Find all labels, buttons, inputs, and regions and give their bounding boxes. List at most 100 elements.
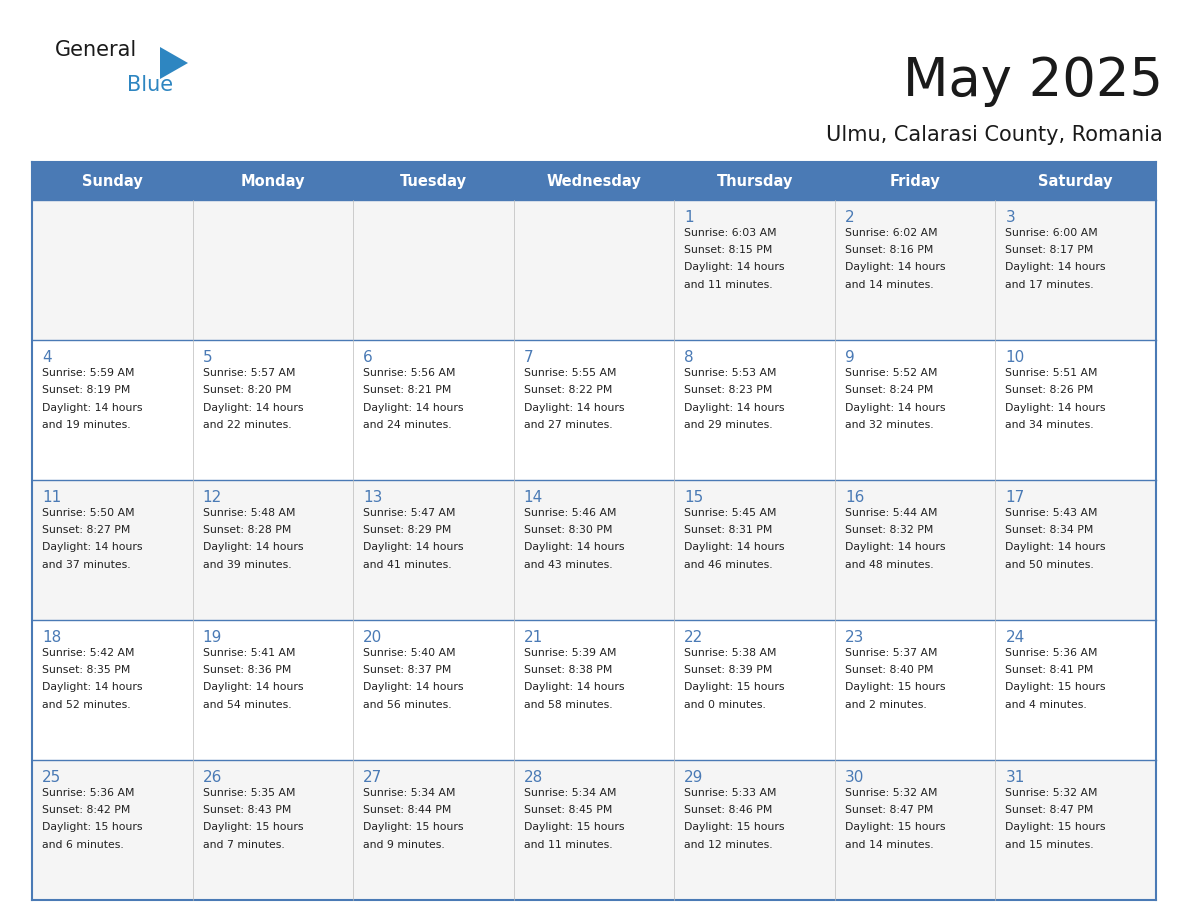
Text: Sunrise: 5:52 AM: Sunrise: 5:52 AM [845,367,937,377]
Text: and 39 minutes.: and 39 minutes. [203,560,291,570]
Text: 18: 18 [42,630,62,645]
Text: Thursday: Thursday [716,174,792,188]
Text: Sunset: 8:30 PM: Sunset: 8:30 PM [524,525,612,535]
Text: and 9 minutes.: and 9 minutes. [364,840,444,850]
Text: 17: 17 [1005,490,1025,505]
Text: 8: 8 [684,350,694,365]
Text: Daylight: 14 hours: Daylight: 14 hours [684,402,785,412]
Text: Sunrise: 5:53 AM: Sunrise: 5:53 AM [684,367,777,377]
Text: and 7 minutes.: and 7 minutes. [203,840,284,850]
Text: Sunrise: 5:46 AM: Sunrise: 5:46 AM [524,508,617,518]
Text: 3: 3 [1005,210,1016,225]
Text: Daylight: 14 hours: Daylight: 14 hours [524,682,624,692]
Text: and 4 minutes.: and 4 minutes. [1005,700,1087,710]
Text: Ulmu, Calarasi County, Romania: Ulmu, Calarasi County, Romania [826,125,1163,145]
Text: and 11 minutes.: and 11 minutes. [684,280,773,290]
Text: 9: 9 [845,350,854,365]
Text: Sunrise: 5:57 AM: Sunrise: 5:57 AM [203,367,295,377]
Text: Daylight: 14 hours: Daylight: 14 hours [203,543,303,553]
Text: Friday: Friday [890,174,941,188]
Text: Sunrise: 5:34 AM: Sunrise: 5:34 AM [524,788,617,798]
Text: and 50 minutes.: and 50 minutes. [1005,560,1094,570]
Text: General: General [55,40,138,60]
Text: Daylight: 14 hours: Daylight: 14 hours [684,263,785,273]
Text: Daylight: 15 hours: Daylight: 15 hours [684,682,785,692]
Text: and 11 minutes.: and 11 minutes. [524,840,612,850]
Text: Sunset: 8:17 PM: Sunset: 8:17 PM [1005,245,1094,255]
Text: and 12 minutes.: and 12 minutes. [684,840,773,850]
Bar [32,760,1156,900]
Bar [32,620,1156,760]
Text: Daylight: 14 hours: Daylight: 14 hours [845,543,946,553]
Text: and 41 minutes.: and 41 minutes. [364,560,451,570]
Text: Sunset: 8:20 PM: Sunset: 8:20 PM [203,385,291,395]
Text: Sunset: 8:28 PM: Sunset: 8:28 PM [203,525,291,535]
Text: Sunrise: 5:51 AM: Sunrise: 5:51 AM [1005,367,1098,377]
Text: Sunset: 8:34 PM: Sunset: 8:34 PM [1005,525,1094,535]
Text: 13: 13 [364,490,383,505]
Text: Sunrise: 5:40 AM: Sunrise: 5:40 AM [364,647,456,657]
Text: Daylight: 14 hours: Daylight: 14 hours [1005,543,1106,553]
Text: Sunset: 8:29 PM: Sunset: 8:29 PM [364,525,451,535]
Text: 7: 7 [524,350,533,365]
Text: Sunset: 8:46 PM: Sunset: 8:46 PM [684,805,772,815]
Text: Sunrise: 5:56 AM: Sunrise: 5:56 AM [364,367,456,377]
Text: and 27 minutes.: and 27 minutes. [524,420,612,430]
Text: and 37 minutes.: and 37 minutes. [42,560,131,570]
Text: Daylight: 15 hours: Daylight: 15 hours [1005,682,1106,692]
Text: 19: 19 [203,630,222,645]
Text: Daylight: 15 hours: Daylight: 15 hours [1005,823,1106,833]
Text: Sunset: 8:23 PM: Sunset: 8:23 PM [684,385,772,395]
Text: and 34 minutes.: and 34 minutes. [1005,420,1094,430]
Text: 29: 29 [684,770,703,785]
Text: Daylight: 14 hours: Daylight: 14 hours [364,682,463,692]
Text: Sunrise: 5:37 AM: Sunrise: 5:37 AM [845,647,937,657]
Text: Daylight: 14 hours: Daylight: 14 hours [684,543,785,553]
Text: Sunrise: 6:03 AM: Sunrise: 6:03 AM [684,228,777,238]
Text: Sunset: 8:24 PM: Sunset: 8:24 PM [845,385,934,395]
Text: and 24 minutes.: and 24 minutes. [364,420,451,430]
Text: and 54 minutes.: and 54 minutes. [203,700,291,710]
Text: Sunrise: 5:45 AM: Sunrise: 5:45 AM [684,508,777,518]
Text: Daylight: 15 hours: Daylight: 15 hours [684,823,785,833]
Text: Daylight: 15 hours: Daylight: 15 hours [845,823,946,833]
Text: Sunrise: 5:59 AM: Sunrise: 5:59 AM [42,367,134,377]
Text: Daylight: 14 hours: Daylight: 14 hours [1005,402,1106,412]
Text: 5: 5 [203,350,213,365]
Text: Sunset: 8:32 PM: Sunset: 8:32 PM [845,525,934,535]
Text: Saturday: Saturday [1038,174,1113,188]
Text: and 22 minutes.: and 22 minutes. [203,420,291,430]
Text: 14: 14 [524,490,543,505]
Text: and 15 minutes.: and 15 minutes. [1005,840,1094,850]
Text: Sunset: 8:26 PM: Sunset: 8:26 PM [1005,385,1094,395]
Polygon shape [160,47,188,79]
Text: 31: 31 [1005,770,1025,785]
Text: Sunset: 8:15 PM: Sunset: 8:15 PM [684,245,772,255]
Text: and 32 minutes.: and 32 minutes. [845,420,934,430]
Text: Sunset: 8:40 PM: Sunset: 8:40 PM [845,665,934,675]
Text: Sunset: 8:47 PM: Sunset: 8:47 PM [1005,805,1094,815]
Text: and 48 minutes.: and 48 minutes. [845,560,934,570]
Text: Sunset: 8:47 PM: Sunset: 8:47 PM [845,805,934,815]
Text: 23: 23 [845,630,864,645]
Text: and 17 minutes.: and 17 minutes. [1005,280,1094,290]
Text: Monday: Monday [241,174,305,188]
Text: 27: 27 [364,770,383,785]
Text: 2: 2 [845,210,854,225]
Bar [32,480,1156,620]
Text: Sunset: 8:27 PM: Sunset: 8:27 PM [42,525,131,535]
Text: Sunset: 8:22 PM: Sunset: 8:22 PM [524,385,612,395]
Text: Sunrise: 5:36 AM: Sunrise: 5:36 AM [1005,647,1098,657]
Text: and 0 minutes.: and 0 minutes. [684,700,766,710]
Bar [32,162,1156,200]
Text: Daylight: 14 hours: Daylight: 14 hours [1005,263,1106,273]
Text: Sunset: 8:36 PM: Sunset: 8:36 PM [203,665,291,675]
Text: 10: 10 [1005,350,1025,365]
Text: 28: 28 [524,770,543,785]
Text: 20: 20 [364,630,383,645]
Text: Sunset: 8:35 PM: Sunset: 8:35 PM [42,665,131,675]
Text: 4: 4 [42,350,51,365]
Text: Sunset: 8:19 PM: Sunset: 8:19 PM [42,385,131,395]
Text: Sunrise: 5:34 AM: Sunrise: 5:34 AM [364,788,456,798]
Text: Daylight: 15 hours: Daylight: 15 hours [364,823,463,833]
